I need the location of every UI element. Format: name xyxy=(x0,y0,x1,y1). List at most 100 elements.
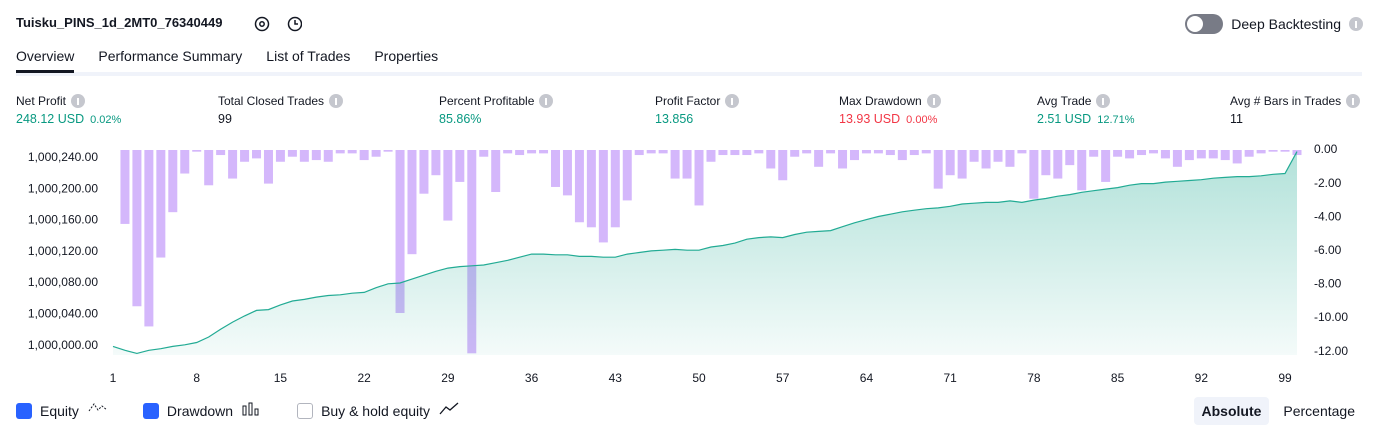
stat-value: 85.86% xyxy=(439,112,482,126)
drawdown-bar xyxy=(1089,150,1099,157)
legend-item[interactable]: Buy & hold equity xyxy=(297,401,460,420)
stat-label: Percent Profitable xyxy=(439,94,535,108)
stat-label-row: Avg Trade xyxy=(1037,94,1135,108)
tab[interactable]: Performance Summary xyxy=(98,48,243,64)
drawdown-bar xyxy=(586,150,596,228)
stat: Max Drawdown 13.93 USD 0.00% xyxy=(839,94,941,126)
tab[interactable]: Properties xyxy=(374,48,439,64)
info-icon[interactable] xyxy=(71,94,86,108)
drawdown-bar xyxy=(1232,150,1242,164)
drawdown-bar xyxy=(778,150,788,181)
drawdown-bar xyxy=(371,150,381,157)
drawdown-bar xyxy=(1029,150,1039,199)
stat-value-row: 13.856 xyxy=(655,112,739,126)
drawdown-bar xyxy=(814,150,824,167)
drawdown-bar xyxy=(933,150,943,189)
legend-label: Buy & hold equity xyxy=(321,402,431,419)
drawdown-bar xyxy=(515,150,525,156)
drawdown-bar xyxy=(503,150,513,154)
stat-value-row: 13.93 USD 0.00% xyxy=(839,112,941,126)
drawdown-bar xyxy=(981,150,991,169)
checkbox[interactable] xyxy=(297,402,314,419)
drawdown-bar xyxy=(359,150,369,161)
drawdown-bar xyxy=(1196,150,1206,159)
info-icon[interactable] xyxy=(539,94,554,108)
checkbox[interactable] xyxy=(142,402,159,419)
y2-tick-label: -4.00 xyxy=(1314,209,1342,223)
tab[interactable]: Overview xyxy=(16,48,75,73)
drawdown-bar xyxy=(622,150,632,201)
stat-label-row: Net Profit xyxy=(16,94,121,108)
stat-label: Avg Trade xyxy=(1037,94,1092,108)
settings-icon-core xyxy=(259,21,265,27)
x-tick-label: 22 xyxy=(357,371,371,385)
deep-backtesting[interactable]: Deep Backtesting xyxy=(1185,14,1363,34)
info-icon[interactable] xyxy=(725,94,740,108)
drawdown-bar xyxy=(873,150,883,154)
drawdown-bar xyxy=(1280,150,1290,152)
view-mode-button[interactable]: Percentage xyxy=(1283,403,1355,419)
stat: Total Closed Trades 99 xyxy=(218,94,344,126)
stat: Profit Factor 13.856 xyxy=(655,94,740,126)
alert-icon[interactable] xyxy=(287,16,302,32)
drawdown-bar xyxy=(192,150,202,152)
info-icon[interactable] xyxy=(1346,94,1361,108)
info-icon[interactable] xyxy=(329,94,344,108)
drawdown-bar xyxy=(1256,150,1266,154)
header-icons[interactable] xyxy=(252,14,302,34)
drawdown-bar xyxy=(790,150,800,157)
drawdown-bar xyxy=(252,150,262,159)
y-tick-label: 1,000,200.00 xyxy=(28,181,98,195)
stat-label-row: Percent Profitable xyxy=(439,94,554,108)
drawdown-bar xyxy=(419,150,429,194)
info-icon[interactable] xyxy=(1096,94,1111,108)
drawdown-bar xyxy=(216,150,226,156)
stat-label: Total Closed Trades xyxy=(218,94,325,108)
view-modes: Absolute Percentage xyxy=(1193,397,1364,425)
drawdown-bar xyxy=(945,150,955,176)
y-tick-label: 1,000,120.00 xyxy=(28,244,98,258)
drawdown-bar xyxy=(682,150,692,179)
drawdown-bar xyxy=(562,150,572,196)
info-icon[interactable] xyxy=(1349,17,1363,31)
drawdown-bar xyxy=(287,150,297,157)
stat-value-row: 85.86% xyxy=(439,112,553,126)
info-icon[interactable] xyxy=(926,94,941,108)
stat-label: Avg # Bars in Trades xyxy=(1230,94,1342,108)
tab[interactable]: List of Trades xyxy=(266,48,351,64)
drawdown-bar xyxy=(1148,150,1158,154)
x-tick-label: 50 xyxy=(692,371,706,385)
drawdown-bar xyxy=(455,150,465,182)
drawdown-bar xyxy=(993,150,1003,162)
drawdown-bar xyxy=(1065,150,1075,166)
drawdown-bar xyxy=(323,150,333,162)
drawdown-bar xyxy=(849,150,859,161)
drawdown-bar xyxy=(766,150,776,169)
checkbox[interactable] xyxy=(16,402,32,419)
drawdown-bar xyxy=(527,150,537,154)
drawdown-bar xyxy=(204,150,214,186)
legend-item[interactable]: Equity xyxy=(16,401,109,420)
tab-underline xyxy=(16,72,1362,76)
view-mode-button[interactable]: Absolute xyxy=(1193,397,1270,425)
drawdown-bar xyxy=(706,150,716,162)
legend-icon-svg xyxy=(88,403,108,412)
drawdown-bar xyxy=(263,150,273,184)
legend-icon xyxy=(438,401,460,420)
drawdown-bar xyxy=(1137,150,1147,156)
drawdown-bar xyxy=(240,150,250,162)
y-tick-label: 1,000,000.00 xyxy=(28,338,98,352)
toggle-switch[interactable] xyxy=(1185,14,1224,34)
stat-value-row: 248.12 USD 0.02% xyxy=(16,112,121,126)
legend-item[interactable]: Drawdown xyxy=(142,401,263,420)
settings-icon[interactable] xyxy=(254,16,270,32)
drawdown-bar xyxy=(383,150,393,152)
y2-tick-label: -10.00 xyxy=(1314,310,1348,324)
stat: Net Profit 248.12 USD 0.02% xyxy=(16,94,121,126)
drawdown-bar xyxy=(275,150,285,162)
drawdown-bar xyxy=(861,150,871,154)
stat-label: Max Drawdown xyxy=(839,94,922,108)
stat-extra: 0.02% xyxy=(90,114,122,126)
legend-icon-svg xyxy=(439,402,459,415)
stat-extra: 0.00% xyxy=(906,114,938,126)
